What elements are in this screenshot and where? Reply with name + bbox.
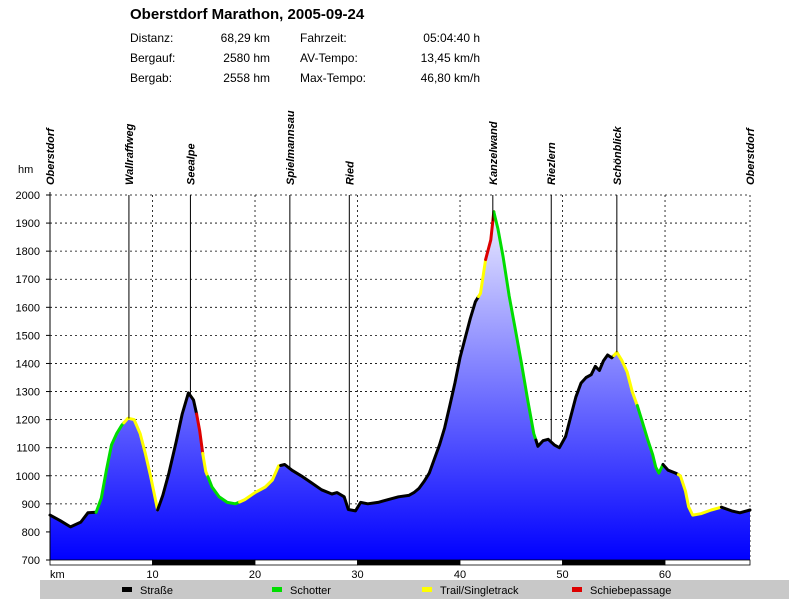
x-tick-label: 40 <box>454 569 466 581</box>
profile-segment <box>206 475 242 506</box>
stat-label: Max-Tempo: <box>300 71 366 85</box>
y-tick-label: 1400 <box>16 358 40 370</box>
stat-value: 2580 hm <box>223 51 270 65</box>
profile-segment <box>676 473 723 517</box>
waypoint-label: Seealpe <box>185 143 197 185</box>
y-tick-label: 1100 <box>16 443 40 455</box>
waypoint-label: Wallraffweg <box>124 123 136 185</box>
legend-swatch <box>272 587 282 592</box>
profile-segment <box>201 451 210 479</box>
x-axis-label: km <box>50 569 65 581</box>
profile-segment <box>635 404 665 475</box>
y-tick-label: 1300 <box>16 387 40 399</box>
distance-bar-segment <box>562 559 666 566</box>
legend-entry: Schiebepassage <box>590 585 671 597</box>
waypoint-label: Spielmannsau <box>285 110 297 185</box>
stat-label: Distanz: <box>130 31 173 45</box>
y-tick-label: 1700 <box>16 274 40 286</box>
stat-value: 05:04:40 h <box>423 31 480 45</box>
legend-entry: Trail/Singletrack <box>440 585 519 597</box>
stat-label: Bergauf: <box>130 51 175 65</box>
distance-bar-segment <box>664 559 751 566</box>
waypoint-label: Kanzelwand <box>488 121 500 185</box>
waypoint-label: Oberstdorf <box>745 127 757 185</box>
legend-entry: Straße <box>140 585 173 597</box>
profile-segment <box>279 295 480 513</box>
x-tick-label: 30 <box>351 569 363 581</box>
profile-segment <box>48 510 98 529</box>
waypoint-label: Schönblick <box>612 125 624 185</box>
y-tick-label: 2000 <box>16 190 40 202</box>
waypoint-label: Ried <box>344 161 356 185</box>
stats-block: Distanz: 68,29 km Fahrzeit: 05:04:40 h Berga… <box>130 31 480 85</box>
waypoint-label: Oberstdorf <box>45 127 57 185</box>
legend-swatch <box>122 587 132 592</box>
x-tick-label: 50 <box>556 569 568 581</box>
y-tick-label: 1600 <box>16 302 40 314</box>
x-tick-label: 10 <box>146 569 158 581</box>
waypoint-markers: Oberstdorf Wallraffweg Seealpe Spielmannsau… <box>45 110 757 510</box>
stat-label: Bergab: <box>130 71 172 85</box>
y-tick-label: 1200 <box>16 415 40 427</box>
profile-segment <box>719 505 752 515</box>
profile-segment <box>195 412 205 455</box>
x-tick-label: 60 <box>659 569 671 581</box>
profile-segment <box>238 464 283 504</box>
legend-swatch <box>422 587 432 592</box>
distance-bar-segment <box>459 559 563 566</box>
distance-bar-segment <box>152 559 256 566</box>
stat-label: Fahrzeit: <box>300 31 347 45</box>
y-tick-label: 1000 <box>16 471 40 483</box>
y-axis: 700 800 900 1000 1100 1200 1300 1400 1500 1600 170… <box>16 190 51 567</box>
profile-segment <box>94 421 126 514</box>
distance-bar <box>49 559 751 566</box>
stat-value: 13,45 km/h <box>421 51 480 65</box>
legend: Straße Schotter Trail/Singletrack Schiebepa… <box>122 585 671 597</box>
distance-bar-segment <box>254 559 358 566</box>
profile-segment <box>612 350 639 408</box>
profile-segment <box>492 210 538 442</box>
distance-bar-segment <box>49 559 153 566</box>
y-tick-label: 1500 <box>16 330 40 342</box>
legend-bar <box>40 580 789 599</box>
profile-segment <box>156 391 199 512</box>
profile-segment <box>477 258 488 299</box>
x-axis: 10 20 30 40 50 60 <box>146 569 671 581</box>
stat-value: 68,29 km <box>221 31 270 45</box>
elevation-area <box>50 211 750 561</box>
chart-title: Oberstdorf Marathon, 2005-09-24 <box>130 6 365 23</box>
legend-entry: Schotter <box>290 585 331 597</box>
y-tick-label: 700 <box>22 555 40 567</box>
stat-label: AV-Tempo: <box>300 51 358 65</box>
legend-swatch <box>572 587 582 592</box>
y-tick-label: 900 <box>22 499 40 511</box>
y-tick-label: 800 <box>22 527 40 539</box>
y-tick-label: 1800 <box>16 246 40 258</box>
y-tick-label: 1900 <box>16 218 40 230</box>
stat-value: 2558 hm <box>223 71 270 85</box>
waypoint-label: Riezlern <box>546 142 558 185</box>
stat-value: 46,80 km/h <box>421 71 480 85</box>
profile-segment <box>661 463 680 477</box>
y-axis-label: hm <box>18 164 33 176</box>
x-tick-label: 20 <box>249 569 261 581</box>
profile-segment <box>534 353 616 450</box>
distance-bar-segment <box>357 559 461 566</box>
